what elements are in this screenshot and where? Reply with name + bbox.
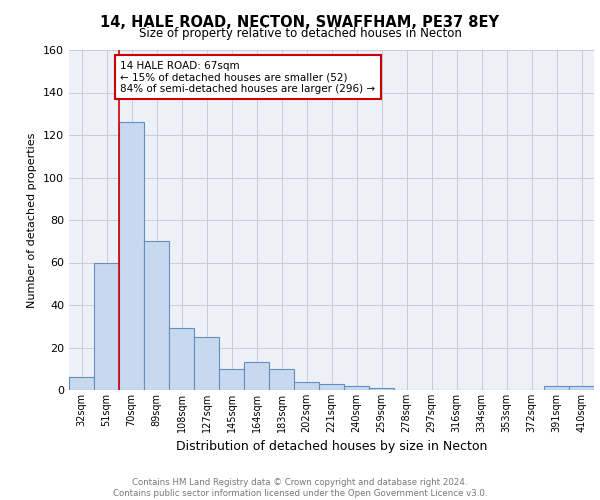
Bar <box>69 377 94 390</box>
Bar <box>369 388 394 390</box>
Bar <box>94 262 119 390</box>
Text: 14, HALE ROAD, NECTON, SWAFFHAM, PE37 8EY: 14, HALE ROAD, NECTON, SWAFFHAM, PE37 8E… <box>101 15 499 30</box>
Text: 14 HALE ROAD: 67sqm
← 15% of detached houses are smaller (52)
84% of semi-detach: 14 HALE ROAD: 67sqm ← 15% of detached ho… <box>120 60 376 94</box>
X-axis label: Distribution of detached houses by size in Necton: Distribution of detached houses by size … <box>176 440 487 454</box>
Bar <box>169 328 194 390</box>
Bar <box>294 382 319 390</box>
Bar <box>569 386 594 390</box>
Bar <box>244 362 269 390</box>
Text: Size of property relative to detached houses in Necton: Size of property relative to detached ho… <box>139 28 461 40</box>
Bar <box>344 386 369 390</box>
Bar <box>219 369 244 390</box>
Bar <box>269 369 294 390</box>
Bar <box>144 242 169 390</box>
Y-axis label: Number of detached properties: Number of detached properties <box>28 132 37 308</box>
Bar <box>119 122 144 390</box>
Text: Contains HM Land Registry data © Crown copyright and database right 2024.
Contai: Contains HM Land Registry data © Crown c… <box>113 478 487 498</box>
Bar <box>319 384 344 390</box>
Bar <box>544 386 569 390</box>
Bar <box>194 337 219 390</box>
